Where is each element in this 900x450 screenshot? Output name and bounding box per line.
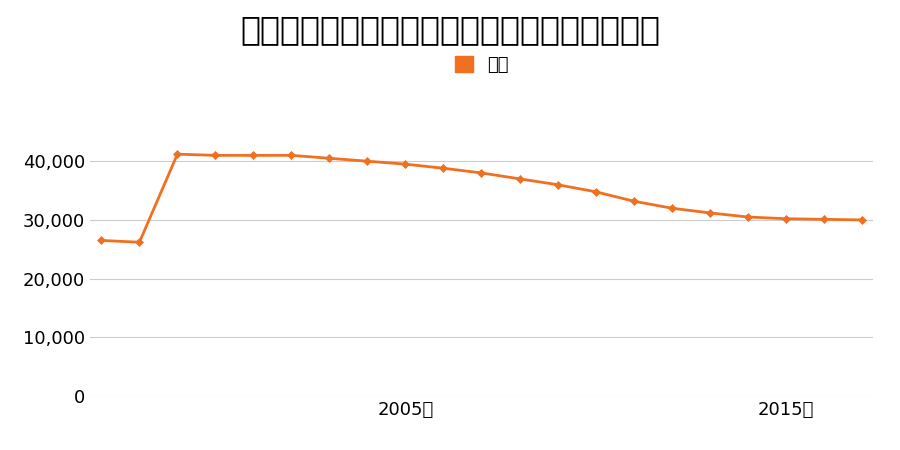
Text: 宮崎県都城市一万城町２４号１３番の地価推移: 宮崎県都城市一万城町２４号１３番の地価推移 [240, 14, 660, 46]
Legend: 価格: 価格 [447, 49, 516, 81]
